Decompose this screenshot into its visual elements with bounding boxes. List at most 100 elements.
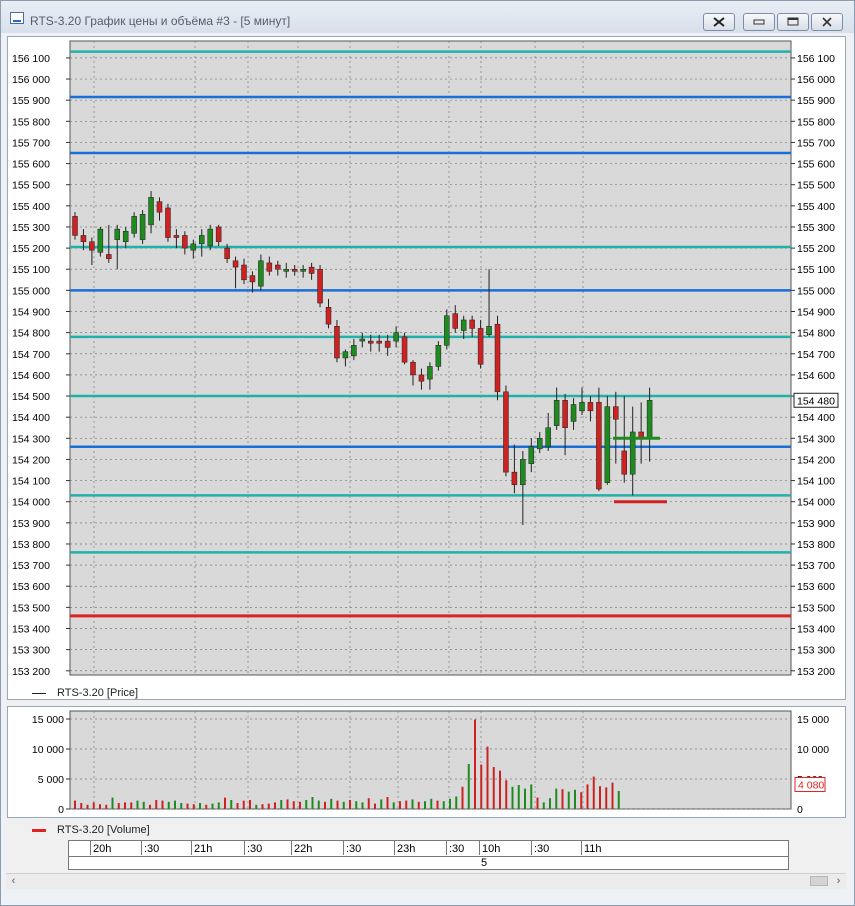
candle-body xyxy=(275,264,281,270)
volume-axis-label-right: 15 000 xyxy=(797,714,829,726)
candle-body xyxy=(249,275,256,283)
price-axis-label-right: 154 000 xyxy=(797,497,835,509)
candle-body xyxy=(283,268,289,272)
volume-axis-label-left: 15 000 xyxy=(32,714,64,726)
candle-body xyxy=(621,450,627,475)
price-axis-label-right: 154 300 xyxy=(797,433,835,445)
time-axis-tick xyxy=(446,841,447,855)
scrollbar-thumb[interactable] xyxy=(810,876,828,886)
price-pane[interactable]: 153 200 153 200 153 300 153 300 153 400 153 4… xyxy=(7,36,846,700)
price-axis-label-left: 154 000 xyxy=(12,497,50,509)
pin-icon[interactable] xyxy=(703,13,735,31)
price-axis-label-left: 153 200 xyxy=(12,666,50,678)
price-axis-label-right: 156 000 xyxy=(797,74,835,86)
last-price-label: 154 480 xyxy=(797,395,835,407)
candle-body xyxy=(224,247,230,259)
close-icon[interactable] xyxy=(811,13,843,31)
price-axis-label-left: 155 000 xyxy=(12,285,50,297)
price-axis-label-right: 153 200 xyxy=(797,666,835,678)
price-axis-label-right: 153 900 xyxy=(797,518,835,530)
candle-body xyxy=(114,228,120,240)
time-axis-tick xyxy=(531,841,532,855)
time-axis-tick xyxy=(343,841,344,855)
price-chart[interactable]: 153 200 153 200 153 300 153 300 153 400 153 4… xyxy=(8,37,845,699)
maximize-icon[interactable] xyxy=(777,13,809,31)
time-axis-tick xyxy=(90,841,91,855)
price-axis-label-left: 155 400 xyxy=(12,201,50,213)
scroll-left-arrow-icon[interactable]: ‹ xyxy=(11,875,16,887)
candle-body xyxy=(156,201,163,213)
candle-body xyxy=(384,340,391,348)
title-bar[interactable]: RTS-3.20 График цены и объёма #3 - [5 ми… xyxy=(1,1,854,33)
candle-body xyxy=(629,431,636,475)
time-axis-label: 11h xyxy=(584,843,602,855)
chart-window-icon xyxy=(10,12,24,24)
time-axis-tick xyxy=(141,841,142,855)
candle-body xyxy=(182,235,188,249)
candle-body xyxy=(418,374,425,382)
volume-legend-line xyxy=(32,829,46,832)
price-axis-label-left: 155 600 xyxy=(12,159,50,171)
candle-body xyxy=(604,406,611,483)
price-axis-label-left: 155 100 xyxy=(12,264,50,276)
time-axis-label: 10h xyxy=(482,843,501,855)
candle-body xyxy=(376,340,382,344)
candle-body xyxy=(308,266,315,274)
scroll-right-arrow-icon[interactable]: › xyxy=(836,875,841,887)
price-axis-label-left: 154 400 xyxy=(12,412,50,424)
price-axis-label-right: 154 700 xyxy=(797,349,835,361)
candle-body xyxy=(613,406,619,420)
price-axis-label-right: 153 800 xyxy=(797,539,835,551)
time-axis-tick xyxy=(581,841,582,855)
price-axis-label-right: 155 000 xyxy=(797,285,835,297)
candle-body xyxy=(89,241,95,251)
time-axis-divider xyxy=(69,856,788,857)
candle-body xyxy=(300,268,306,272)
price-axis-label-right: 153 600 xyxy=(797,581,835,593)
price-axis-label-left: 154 900 xyxy=(12,307,50,319)
candle-body xyxy=(435,345,442,367)
price-axis-label-left: 153 800 xyxy=(12,539,50,551)
minimize-icon-glyph xyxy=(753,19,765,25)
candle-body xyxy=(469,319,475,329)
candle-body xyxy=(215,226,222,243)
price-axis-label-right: 153 500 xyxy=(797,602,835,614)
time-axis-tick xyxy=(291,841,292,855)
candle-body xyxy=(106,254,112,259)
price-axis-label-right: 155 800 xyxy=(797,116,835,128)
price-legend-line xyxy=(32,693,46,694)
candle-body xyxy=(444,315,450,346)
candle-body xyxy=(351,345,357,357)
price-legend: RTS-3.20 [Price] xyxy=(57,687,139,699)
price-axis-label-right: 156 100 xyxy=(797,53,835,65)
price-axis-label-right: 155 600 xyxy=(797,159,835,171)
time-axis-label: :30 xyxy=(534,843,550,855)
time-axis-label: :30 xyxy=(346,843,362,855)
price-axis-label-right: 154 900 xyxy=(797,307,835,319)
candle-body xyxy=(139,214,146,240)
candle-body xyxy=(503,391,509,473)
horizontal-scrollbar[interactable]: ‹ › xyxy=(6,873,846,889)
time-axis-label: 21h xyxy=(194,843,213,855)
price-axis-label-right: 155 100 xyxy=(797,264,835,276)
price-axis-label-left: 153 900 xyxy=(12,518,50,530)
candle-body xyxy=(199,235,205,245)
price-axis-label-right: 153 700 xyxy=(797,560,835,572)
time-axis-label: :30 xyxy=(247,843,263,855)
price-axis-label-left: 153 600 xyxy=(12,581,50,593)
close-icon-glyph xyxy=(822,17,832,27)
minimize-icon[interactable] xyxy=(743,13,775,31)
time-axis-tick xyxy=(191,841,192,855)
candle-body xyxy=(317,268,323,304)
volume-axis-label-left: 10 000 xyxy=(32,744,64,756)
candle-body xyxy=(427,366,433,380)
volume-legend: RTS-3.20 [Volume] xyxy=(57,824,150,836)
candle-body xyxy=(511,471,518,486)
candle-body xyxy=(368,340,374,344)
candle-body xyxy=(258,260,264,287)
price-axis-label-left: 154 700 xyxy=(12,349,50,361)
price-axis-label-left: 155 500 xyxy=(12,180,50,192)
candle-body xyxy=(528,446,535,464)
